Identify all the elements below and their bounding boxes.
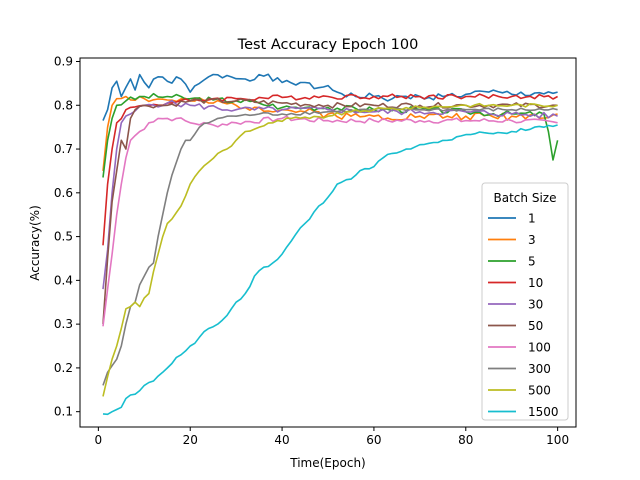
legend-label-50: 50 xyxy=(528,319,543,333)
legend-label-300: 300 xyxy=(528,362,551,376)
legend: Batch Size 1 3 5 10 30 50 100 300 500 1500 xyxy=(481,182,569,421)
x-axis-label: Time(Epoch) xyxy=(289,456,365,470)
plot-frame xyxy=(79,57,577,428)
series-line-1 xyxy=(102,73,558,121)
x-tick-label: 100 xyxy=(546,433,569,447)
legend-label-3: 3 xyxy=(528,233,536,247)
series-line-300 xyxy=(102,107,558,386)
y-tick-label: 0.2 xyxy=(54,361,73,375)
y-tick-label: 0.1 xyxy=(54,405,73,419)
series-line-50 xyxy=(102,97,558,325)
plot-lines xyxy=(102,73,559,416)
x-tick-label: 80 xyxy=(458,433,473,447)
series-line-10 xyxy=(102,93,558,246)
y-axis: 0.1 0.2 0.3 0.4 0.5 0.6 0.7 0.8 0.9 xyxy=(54,55,80,419)
x-axis: 0 20 40 60 80 100 xyxy=(95,427,569,447)
legend-label-10: 10 xyxy=(528,276,543,290)
chart-title: Test Accuracy Epoch 100 xyxy=(237,37,419,53)
y-tick-label: 0.5 xyxy=(54,230,73,244)
series-line-100 xyxy=(102,115,558,327)
x-tick-label: 20 xyxy=(183,433,198,447)
y-tick-label: 0.7 xyxy=(54,142,73,156)
legend-label-500: 500 xyxy=(528,384,551,398)
legend-label-30: 30 xyxy=(528,298,543,312)
y-axis-label: Accuracy(%) xyxy=(28,205,42,281)
x-tick-label: 60 xyxy=(366,433,381,447)
legend-label-100: 100 xyxy=(528,341,551,355)
y-tick-label: 0.8 xyxy=(54,98,73,112)
series-line-500 xyxy=(102,102,558,397)
y-tick-label: 0.3 xyxy=(54,317,73,331)
x-tick-label: 0 xyxy=(95,433,103,447)
y-tick-label: 0.6 xyxy=(54,186,73,200)
legend-label-5: 5 xyxy=(528,255,536,269)
series-line-1500 xyxy=(102,124,558,416)
legend-title: Batch Size xyxy=(494,191,557,205)
x-tick-label: 40 xyxy=(274,433,289,447)
legend-label-1500: 1500 xyxy=(528,405,559,419)
legend-label-1: 1 xyxy=(528,212,536,226)
y-tick-label: 0.4 xyxy=(54,273,73,287)
legend-box xyxy=(481,182,569,421)
series-line-30 xyxy=(102,99,558,290)
y-tick-label: 0.9 xyxy=(54,55,73,69)
